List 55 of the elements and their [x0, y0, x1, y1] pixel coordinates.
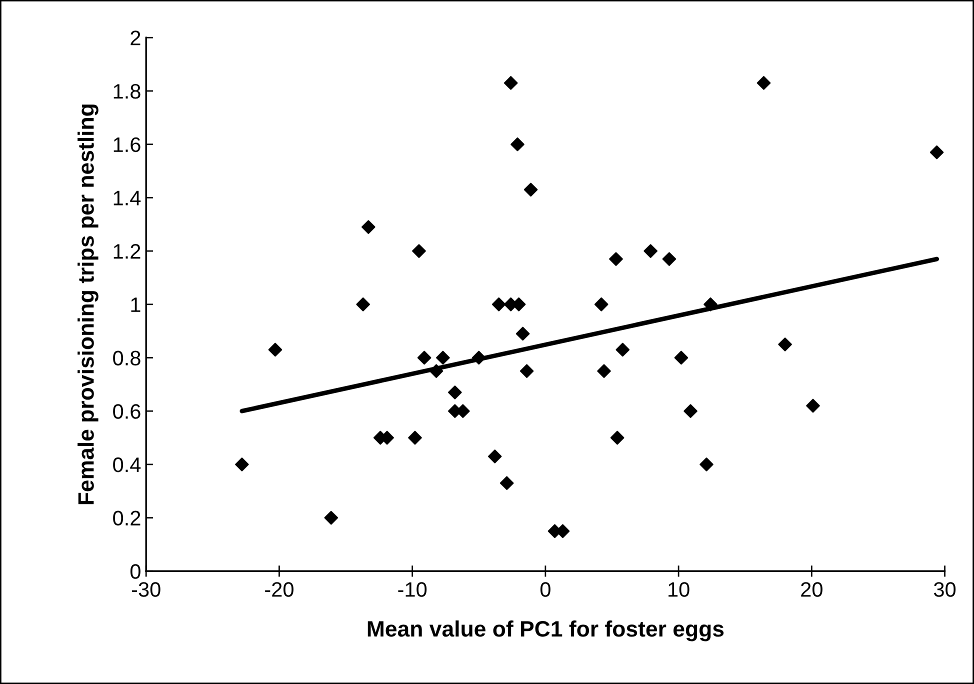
point	[516, 326, 530, 341]
y-tick-label: 0.4	[113, 457, 141, 472]
point	[520, 364, 534, 378]
y-axis-title: Female provisioning trips per nestling	[78, 104, 98, 504]
point	[704, 297, 718, 312]
point	[684, 404, 698, 418]
point	[472, 350, 486, 365]
point	[412, 244, 426, 258]
point	[674, 350, 688, 365]
point	[488, 450, 502, 464]
x-tick-label: 30	[934, 582, 956, 597]
point	[500, 476, 514, 490]
point	[356, 297, 370, 312]
point	[524, 182, 538, 197]
x-tick-label: 20	[801, 582, 822, 597]
x-tick-label: -30	[132, 582, 160, 597]
point	[662, 252, 676, 266]
point	[510, 137, 524, 152]
point	[610, 430, 624, 445]
point	[778, 337, 792, 352]
x-tick-label: -20	[265, 582, 294, 597]
point	[268, 342, 282, 357]
y-tick-label: 1	[131, 298, 140, 312]
point	[930, 145, 944, 160]
point	[436, 350, 450, 365]
point	[448, 386, 462, 400]
x-axis-title: Mean value of PC1 for foster eggs	[368, 620, 724, 642]
point	[616, 342, 630, 357]
x-tick-label: -10	[398, 582, 427, 597]
point	[700, 458, 714, 472]
point	[756, 76, 771, 90]
y-tick-label: 0.6	[113, 404, 140, 419]
y-tick-label: 0	[130, 564, 140, 579]
point	[609, 252, 623, 266]
y-tick-label: 0.8	[113, 350, 140, 366]
point	[324, 510, 338, 525]
point	[417, 350, 432, 365]
x-tick-label: 10	[668, 582, 690, 597]
point	[492, 297, 506, 312]
point	[504, 76, 518, 90]
point	[408, 430, 422, 445]
y-tick-label: 1.4	[114, 190, 141, 206]
point	[644, 244, 658, 258]
point	[594, 297, 608, 312]
y-tick-label: 2	[130, 30, 140, 46]
y-tick-label: 1.6	[114, 137, 140, 152]
y-tick-label: 1.2	[114, 244, 140, 259]
point	[806, 398, 820, 413]
point	[235, 458, 249, 472]
y-tick-label: 1.8	[114, 84, 140, 99]
point	[429, 364, 444, 378]
point	[597, 364, 611, 378]
y-tick-label: 0.2	[113, 510, 140, 526]
x-tick-label: 0	[540, 582, 550, 597]
point	[361, 220, 376, 234]
